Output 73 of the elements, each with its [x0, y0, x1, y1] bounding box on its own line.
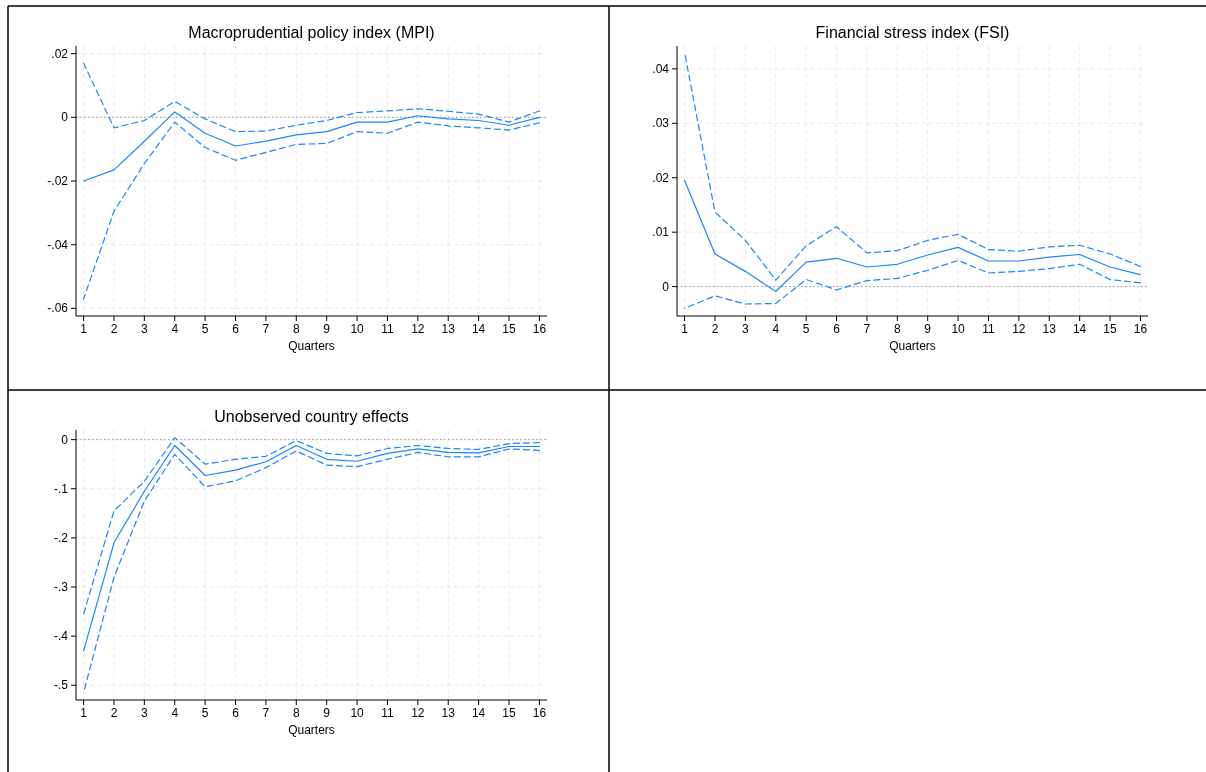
x-tick-label: 9: [924, 322, 932, 336]
y-tick-label: .01: [652, 225, 670, 240]
x-tick-label: 13: [1042, 322, 1057, 336]
chart-title: Macroprudential policy index (MPI): [188, 24, 435, 41]
x-tick-label: 11: [982, 322, 996, 336]
x-tick-label: 4: [171, 322, 179, 336]
line-series: [83, 121, 540, 300]
x-tick-label: 16: [532, 706, 547, 720]
x-tick-label: 13: [441, 322, 456, 336]
x-tick-label: 13: [441, 706, 456, 720]
line-series: [684, 259, 1141, 309]
x-axis-title: Quarters: [288, 723, 335, 737]
x-tick-label: 12: [1012, 322, 1026, 336]
line-series: [684, 179, 1141, 293]
y-tick-label: 0: [662, 279, 670, 294]
x-axis-title: Quarters: [889, 339, 936, 353]
x-tick-label: 14: [471, 322, 486, 336]
x-tick-label: 16: [532, 322, 547, 336]
x-tick-label: 5: [201, 322, 209, 336]
x-tick-label: 10: [951, 322, 966, 336]
x-tick-label: 15: [502, 706, 517, 720]
x-tick-label: 9: [323, 322, 331, 336]
x-tick-label: 14: [471, 706, 486, 720]
chart-title: Financial stress index (FSI): [815, 24, 1010, 41]
x-tick-label: 6: [232, 706, 240, 720]
x-tick-label: 6: [833, 322, 841, 336]
x-tick-label: 11: [381, 706, 395, 720]
x-tick-label: 3: [141, 322, 149, 336]
y-tick-label: -.3: [53, 580, 69, 595]
x-tick-label: 8: [292, 322, 300, 336]
x-tick-label: 2: [110, 706, 118, 720]
y-tick-label: -.2: [53, 530, 69, 545]
chart-title: Unobserved country effects: [214, 408, 409, 425]
x-tick-label: 1: [80, 706, 88, 720]
x-tick-label: 3: [141, 706, 149, 720]
x-tick-label: 4: [171, 706, 179, 720]
x-tick-label: 7: [262, 706, 270, 720]
x-tick-label: 10: [350, 706, 365, 720]
x-tick-label: 2: [711, 322, 719, 336]
y-tick-label: -.06: [47, 301, 69, 316]
x-tick-label: 14: [1072, 322, 1087, 336]
x-tick-label: 8: [893, 322, 901, 336]
y-tick-label: -.5: [53, 678, 69, 693]
x-tick-label: 5: [802, 322, 810, 336]
x-tick-label: 7: [863, 322, 871, 336]
x-tick-label: 3: [742, 322, 750, 336]
x-axis-title: Quarters: [288, 339, 335, 353]
y-tick-label: 0: [61, 110, 69, 125]
y-tick-label: .04: [652, 61, 670, 76]
x-tick-label: 6: [232, 322, 240, 336]
x-tick-label: 1: [80, 322, 88, 336]
y-tick-label: .03: [652, 116, 670, 131]
x-tick-label: 15: [1103, 322, 1118, 336]
y-tick-label: 0: [61, 432, 69, 447]
y-tick-label: .02: [51, 46, 69, 61]
x-tick-label: 12: [411, 706, 425, 720]
y-tick-label: -.1: [53, 481, 69, 496]
x-tick-label: 9: [323, 706, 331, 720]
x-tick-label: 12: [411, 322, 425, 336]
x-tick-label: 15: [502, 322, 517, 336]
x-tick-label: 5: [201, 706, 209, 720]
x-tick-label: 11: [381, 322, 395, 336]
x-tick-label: 1: [681, 322, 689, 336]
x-tick-label: 10: [350, 322, 365, 336]
x-tick-label: 2: [110, 322, 118, 336]
x-tick-label: 8: [292, 706, 300, 720]
y-tick-label: .02: [652, 170, 670, 185]
y-tick-label: -.04: [47, 237, 69, 252]
x-tick-label: 7: [262, 322, 270, 336]
y-tick-label: -.4: [53, 629, 69, 644]
y-tick-label: -.02: [47, 174, 69, 188]
x-tick-label: 16: [1133, 322, 1148, 336]
x-tick-label: 4: [772, 322, 780, 336]
